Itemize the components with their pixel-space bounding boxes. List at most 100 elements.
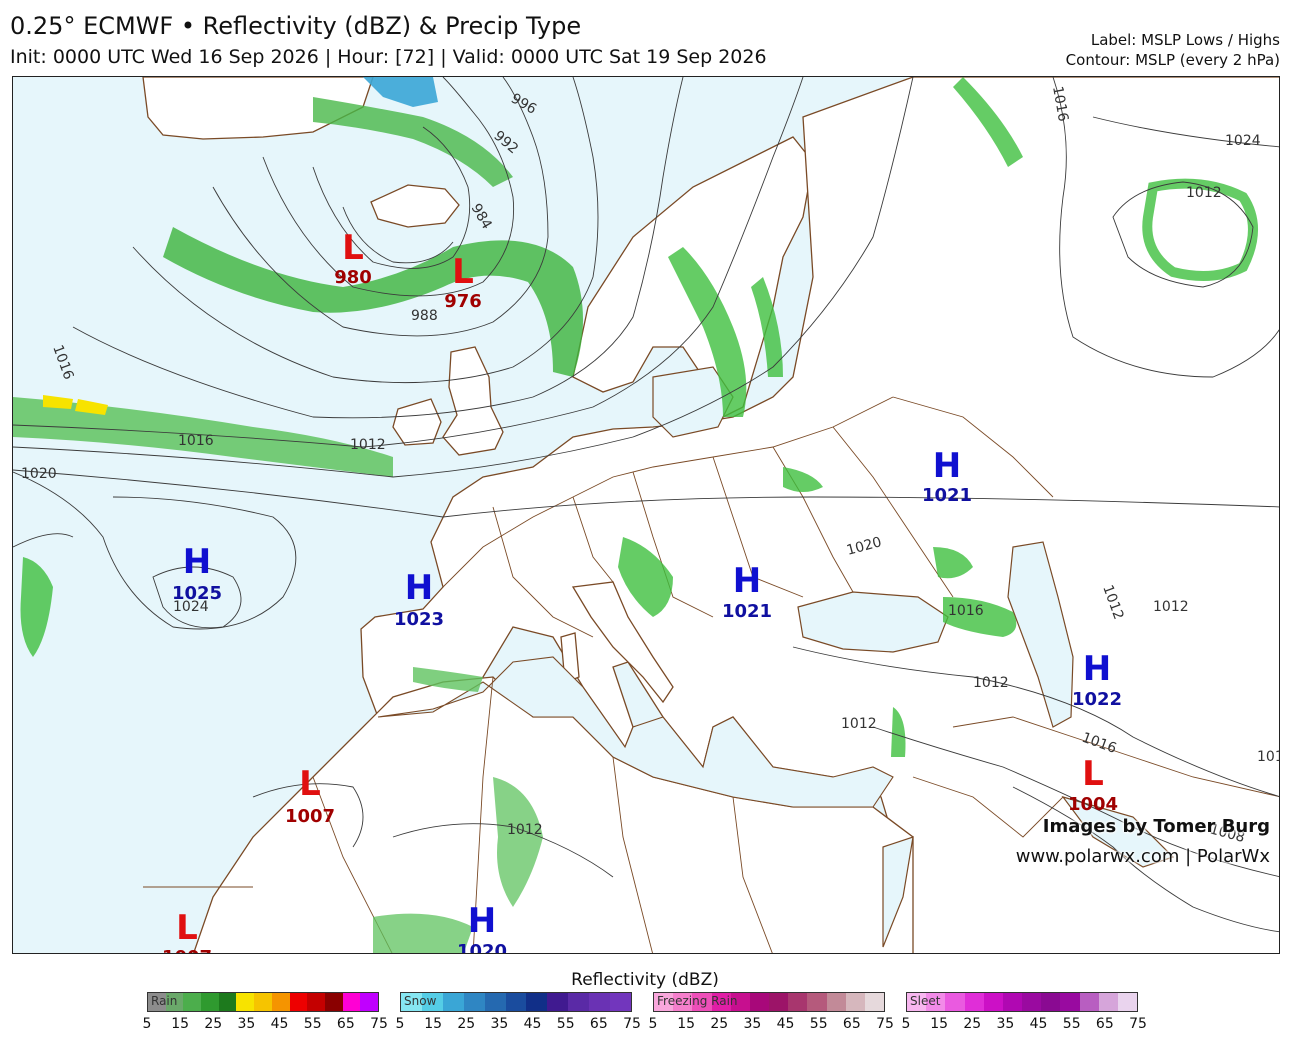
colorbar-ticks-snow: 5 15 25 35 45 55 65 75 [396,1016,641,1036]
colorbar-segment [769,993,789,1011]
map-subtitle: Init: 0000 UTC Wed 16 Sep 2026 | Hour: [… [10,46,767,68]
colorbar-tick-label: 45 [270,1016,289,1032]
colorbar-segment [526,993,548,1011]
mediterranean [377,656,894,808]
colorbar-freezing-rain-label: Freezing Rain [657,994,738,1008]
svg-text:1023: 1023 [394,609,444,630]
colorbar-segment [401,993,422,1011]
colorbar-segment [864,993,885,1011]
svg-text:H: H [405,568,433,608]
colorbar-tick-label: 55 [303,1016,322,1032]
svg-text:1022: 1022 [1072,689,1122,710]
colorbar-segment [711,993,731,1011]
colorbar-sleet-label: Sleet [910,994,941,1008]
colorbar-segment [165,993,184,1011]
inland-seas [652,366,1175,948]
svg-text:L: L [176,908,198,948]
colorbar-tick-label: 35 [743,1016,762,1032]
colorbar-segment [826,993,846,1011]
colorbar-ticks-sleet: 5 15 25 35 45 55 65 75 [902,1016,1147,1036]
colorbar-tick-label: 15 [424,1016,443,1032]
colorbar-segment [589,993,611,1011]
isobars [13,77,1279,933]
colorbar-segment [692,993,712,1011]
colorbar-segment [1041,993,1061,1011]
credit-website: www.polarwx.com | PolarWx [1015,846,1270,867]
colorbar-segment [945,993,965,1011]
colorbar-segment [568,993,590,1011]
colorbar-tick-label: 75 [1129,1016,1147,1032]
colorbar-segment [1117,993,1138,1011]
high-center: H 1021 [722,561,772,622]
colorbar-tick-label: 75 [876,1016,894,1032]
colorbar-tick-label: 55 [809,1016,828,1032]
colorbar-segment [1002,993,1023,1011]
colorbar-ticks-freezing-rain: 5 15 25 35 45 55 65 75 [649,1016,894,1036]
black-sea [797,591,949,653]
colorbar-segment [983,993,1003,1011]
colorbar-tick-label: 5 [395,1016,405,1032]
colorbar-segment [788,993,808,1011]
isobar-label: 988 [411,308,438,324]
colorbar-tick-label: 75 [623,1016,641,1032]
low-center: L 976 [444,252,482,312]
isobar-label: 1020 [21,466,57,482]
colorbar-tick-label: 25 [963,1016,982,1032]
map-canvas: 1016 1016 1012 1020 1024 988 984 992 996… [13,77,1280,954]
colorbar-segment [463,993,485,1011]
colorbar-segment [610,993,631,1011]
colorbar-segment [547,993,569,1011]
isobar-label: 1016 [178,433,214,449]
isobar-label: 1012 [973,675,1009,691]
low-center: L 1007 [162,908,212,954]
italy [571,581,674,704]
colorbar-title: Reflectivity (dBZ) [571,970,719,990]
colorbar-snow: Snow [400,992,632,1012]
colorbar-tick-label: 65 [336,1016,355,1032]
colorbar-segment [749,993,770,1011]
colorbar-tick-label: 25 [204,1016,223,1032]
colorbar-snow-label: Snow [404,994,437,1008]
contour-note: Contour: MSLP (every 2 hPa) [1065,51,1280,69]
colorbar-segment [201,993,219,1011]
low-center: L 1004 [1068,754,1118,815]
colorbar-segment [926,993,946,1011]
colorbar-segment [289,993,308,1011]
colorbar-segment [673,993,693,1011]
svg-text:1004: 1004 [1068,794,1118,815]
precip-rain [13,77,1258,953]
colorbar-tick-label: 15 [677,1016,696,1032]
svg-text:1007: 1007 [285,806,335,827]
isobar-label: 1012 [1257,749,1280,765]
svg-text:1025: 1025 [172,583,222,604]
colorbar-tick-label: 25 [457,1016,476,1032]
colorbar-tick-label: 15 [930,1016,949,1032]
ireland [392,398,442,446]
colorbar-tick-label: 25 [710,1016,729,1032]
colorbar-tick-label: 55 [1062,1016,1081,1032]
colorbar-segment [1060,993,1080,1011]
colorbar-sleet: Sleet [906,992,1138,1012]
svg-text:H: H [183,542,211,582]
svg-text:1021: 1021 [922,485,972,506]
svg-text:980: 980 [334,267,372,288]
svg-text:L: L [299,764,321,804]
isobar-label: 1024 [173,599,209,615]
colorbar-segment [307,993,325,1011]
precip-snow [363,77,438,107]
colorbar-tick-label: 35 [237,1016,256,1032]
colorbar-tick-label: 45 [523,1016,542,1032]
colorbar-tick-label: 5 [648,1016,658,1032]
low-center: L 1007 [285,764,335,827]
colorbar-rain: Rain [147,992,379,1012]
colorbar-tick-label: 45 [1029,1016,1048,1032]
colorbar-freezing-rain: Freezing Rain [653,992,885,1012]
isobar-label: 1024 [1225,133,1261,149]
svg-text:1007: 1007 [162,947,212,954]
colorbar-segment [324,993,343,1011]
credit-author: Images by Tomer Burg [1042,816,1270,837]
colorbar-segment [421,993,443,1011]
svg-text:H: H [468,901,496,941]
isobar-label: 1012 [507,822,543,838]
caspian-sea [1007,541,1074,728]
